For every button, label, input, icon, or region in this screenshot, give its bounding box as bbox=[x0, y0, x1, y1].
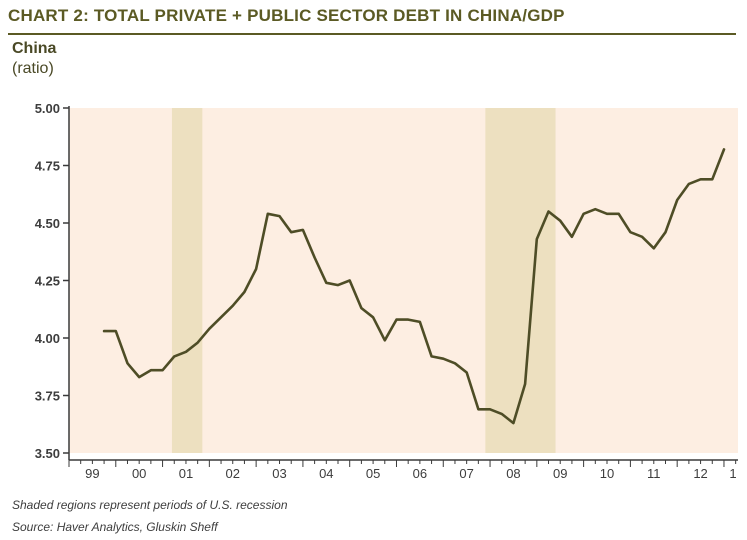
data-point bbox=[150, 369, 152, 372]
x-tick-label: 07 bbox=[459, 466, 473, 481]
plot-area bbox=[69, 108, 738, 453]
x-tick-label: 08 bbox=[506, 466, 520, 481]
chart-title: CHART 2: TOTAL PRIVATE + PUBLIC SECTOR D… bbox=[8, 6, 565, 25]
data-point bbox=[220, 316, 222, 319]
x-tick-label: 03 bbox=[272, 466, 286, 481]
x-axis: 99 00 01 02 03 04 05 06 07 08 09 10 11 12 1 bbox=[68, 459, 738, 481]
data-point bbox=[617, 213, 620, 215]
data-point bbox=[208, 328, 211, 330]
recession-footnote: Shaded regions represent periods of U.S.… bbox=[12, 498, 288, 512]
data-point bbox=[711, 178, 714, 181]
data-point bbox=[559, 219, 562, 222]
data-point bbox=[278, 215, 281, 217]
data-point bbox=[699, 178, 702, 181]
data-point bbox=[161, 369, 164, 372]
y-tick-label: 4.50 bbox=[35, 216, 60, 231]
data-point bbox=[313, 256, 316, 259]
data-point bbox=[302, 229, 304, 231]
data-point bbox=[231, 305, 234, 307]
data-point bbox=[547, 210, 550, 213]
data-point bbox=[652, 247, 655, 250]
data-point bbox=[196, 341, 199, 344]
y-tick-label: 4.25 bbox=[35, 274, 60, 289]
data-point bbox=[664, 231, 667, 233]
data-point bbox=[419, 321, 421, 323]
x-tick-label: 00 bbox=[132, 466, 146, 481]
data-point bbox=[571, 236, 573, 238]
data-point bbox=[185, 351, 187, 353]
data-point bbox=[114, 330, 117, 332]
series-group bbox=[102, 148, 726, 425]
data-point bbox=[383, 339, 386, 342]
chart-subtitle: China bbox=[12, 40, 57, 57]
data-point bbox=[606, 213, 608, 215]
x-tick-label: 05 bbox=[366, 466, 380, 481]
data-point bbox=[255, 268, 257, 270]
data-point bbox=[500, 413, 503, 415]
data-point bbox=[407, 318, 409, 321]
x-tick-label: 06 bbox=[413, 466, 427, 481]
data-point bbox=[524, 383, 526, 385]
source-footnote: Source: Haver Analytics, Gluskin Sheff bbox=[12, 520, 218, 534]
x-tick-label: 12 bbox=[693, 466, 707, 481]
x-tick-label: 11 bbox=[647, 466, 661, 481]
y-tick-label: 4.75 bbox=[35, 159, 60, 174]
data-point bbox=[126, 362, 129, 365]
data-point bbox=[138, 376, 140, 378]
data-point bbox=[372, 316, 374, 319]
data-point bbox=[442, 357, 445, 360]
x-tick-label: 04 bbox=[319, 466, 333, 481]
data-point bbox=[430, 355, 433, 358]
x-tick-label: 01 bbox=[179, 466, 193, 481]
data-point bbox=[477, 408, 480, 411]
data-point bbox=[337, 284, 339, 286]
data-point bbox=[454, 362, 456, 365]
data-point bbox=[489, 408, 491, 411]
y-tick-label: 4.00 bbox=[35, 331, 60, 346]
data-point bbox=[348, 279, 351, 282]
title-divider bbox=[8, 33, 736, 35]
unit-label: (ratio) bbox=[12, 60, 54, 77]
data-point bbox=[103, 330, 105, 332]
data-point bbox=[676, 199, 678, 201]
x-tick-label: 09 bbox=[553, 466, 567, 481]
y-tick-label: 5.00 bbox=[35, 101, 60, 116]
x-tick-label: 02 bbox=[226, 466, 240, 481]
data-point bbox=[512, 422, 515, 424]
y-tick-label: 3.75 bbox=[35, 389, 60, 404]
data-point bbox=[325, 282, 328, 284]
data-point bbox=[465, 371, 468, 374]
y-tick-label: 3.50 bbox=[35, 446, 60, 461]
y-axis: 5.00 4.75 4.50 4.25 4.00 3.75 3.50 bbox=[35, 101, 70, 461]
series-line bbox=[102, 148, 726, 425]
data-point bbox=[536, 238, 538, 240]
data-point bbox=[173, 355, 176, 358]
data-point bbox=[594, 208, 597, 210]
data-point bbox=[290, 231, 293, 233]
x-tick-label: 99 bbox=[85, 466, 99, 481]
data-point bbox=[723, 148, 725, 151]
data-point bbox=[267, 213, 269, 215]
data-point bbox=[629, 231, 632, 233]
data-point bbox=[641, 236, 643, 238]
data-point bbox=[360, 307, 363, 309]
data-point bbox=[243, 291, 246, 293]
data-point bbox=[395, 318, 398, 321]
x-tick-label: 10 bbox=[600, 466, 614, 481]
data-point bbox=[688, 183, 690, 185]
recession-band bbox=[171, 108, 203, 453]
data-point bbox=[582, 213, 585, 215]
x-tick-label: 1 bbox=[729, 466, 736, 481]
